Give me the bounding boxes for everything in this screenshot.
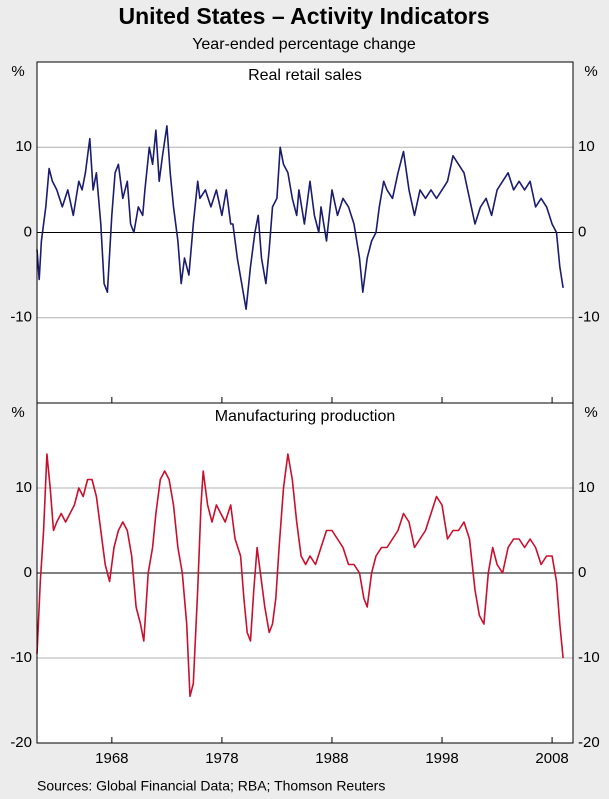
y-tick-label: 10 [15,138,32,155]
y-unit-label: % [11,404,24,421]
y-tick-label: -20 [10,734,32,751]
panel-title: Real retail sales [248,67,362,84]
y2-tick-label: 10 [578,138,595,155]
y-unit-label: % [11,63,24,80]
line-series [36,453,564,698]
x-tick-label: 1978 [205,750,238,767]
source-note: Sources: Global Financial Data; RBA; Tho… [37,778,385,794]
y-tick-label: 0 [24,564,32,581]
x-tick-label: 2008 [535,750,568,767]
x-tick-label: 1988 [315,750,348,767]
y-tick-label: -10 [10,309,32,326]
y-unit-label: % [584,63,597,80]
chart-subtitle: Year-ended percentage change [192,36,416,53]
y-unit-label: % [584,404,597,421]
y2-tick-label: 0 [578,564,586,581]
y2-tick-label: -10 [578,309,600,326]
y-tick-label: 0 [24,223,32,240]
y2-tick-label: -20 [578,734,600,751]
x-tick-label: 1968 [95,750,128,767]
plot-frame [36,402,574,744]
y2-tick-label: 10 [578,479,595,496]
y-tick-label: -10 [10,649,32,666]
panel-title: Manufacturing production [215,408,396,425]
y2-tick-label: 0 [578,223,586,240]
x-tick-label: 1998 [425,750,458,767]
chart-title: United States – Activity Indicators [118,3,489,29]
y2-tick-label: -10 [578,649,600,666]
y-tick-label: 10 [15,479,32,496]
line-series [36,125,564,310]
